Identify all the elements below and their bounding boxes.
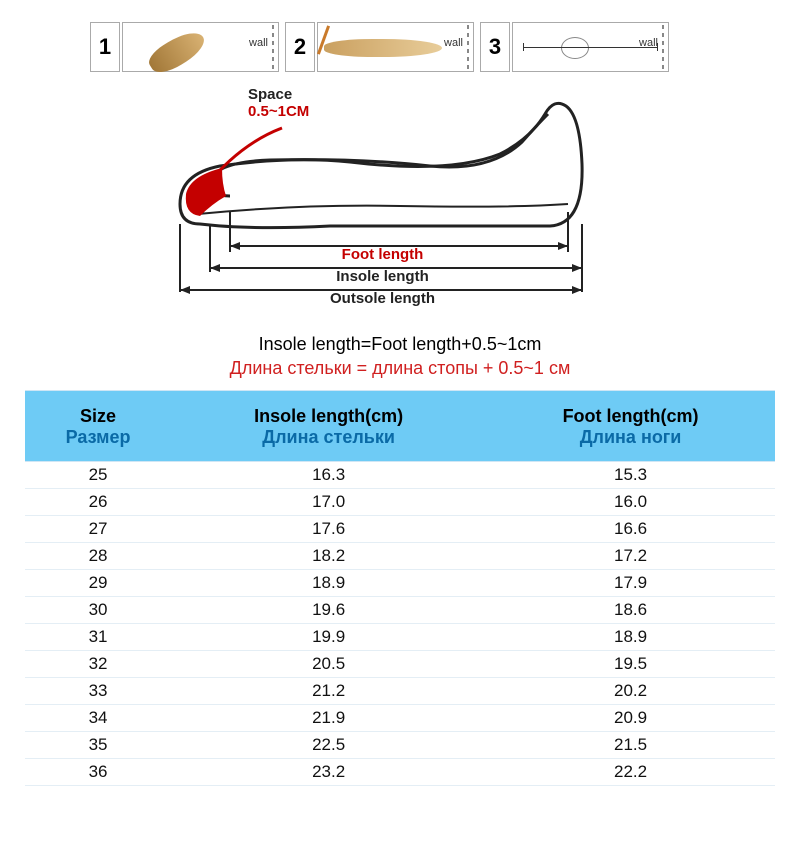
wall-label: wall <box>249 37 268 49</box>
size-table: Size Размер Insole length(cm) Длина стел… <box>25 390 775 786</box>
col-size: Size Размер <box>25 391 171 462</box>
insole-length-label: Insole length <box>330 266 435 288</box>
step-3-drawing: wall <box>512 22 669 72</box>
col-en: Foot length(cm) <box>490 406 771 427</box>
table-cell: 19.5 <box>486 651 775 678</box>
table-cell: 16.6 <box>486 516 775 543</box>
size-chart-page: 1 wall 2 wall 3 wall <box>0 0 800 786</box>
shoe-diagram: Space 0.5~1CM <box>150 84 650 314</box>
table-cell: 31 <box>25 624 171 651</box>
table-row: 3522.521.5 <box>25 732 775 759</box>
measure-labels: Foot length Insole length Outsole length <box>330 244 435 310</box>
table-cell: 21.5 <box>486 732 775 759</box>
table-row: 2617.016.0 <box>25 489 775 516</box>
col-en: Size <box>29 406 167 427</box>
table-row: 2918.917.9 <box>25 570 775 597</box>
wall-line-icon <box>467 25 469 69</box>
table-cell: 26 <box>25 489 171 516</box>
table-cell: 17.9 <box>486 570 775 597</box>
table-cell: 16.3 <box>171 462 486 489</box>
formula-en: Insole length=Foot length+0.5~1cm <box>0 332 800 356</box>
table-cell: 15.3 <box>486 462 775 489</box>
foot-oval-icon <box>561 37 589 59</box>
step-1: 1 wall <box>90 22 279 72</box>
step-number: 3 <box>480 22 510 72</box>
table-row: 2717.616.6 <box>25 516 775 543</box>
table-cell: 32 <box>25 651 171 678</box>
table-header-row: Size Размер Insole length(cm) Длина стел… <box>25 391 775 462</box>
table-cell: 34 <box>25 705 171 732</box>
table-cell: 23.2 <box>171 759 486 786</box>
table-cell: 16.0 <box>486 489 775 516</box>
table-cell: 17.0 <box>171 489 486 516</box>
wall-line-icon <box>272 25 274 69</box>
table-cell: 19.9 <box>171 624 486 651</box>
table-body: 2516.315.32617.016.02717.616.62818.217.2… <box>25 462 775 786</box>
table-row: 2516.315.3 <box>25 462 775 489</box>
table-row: 3119.918.9 <box>25 624 775 651</box>
formula-ru: Длина стельки = длина стопы + 0.5~1 см <box>0 356 800 380</box>
wall-line-icon <box>662 25 664 69</box>
foot-length-label: Foot length <box>330 244 435 266</box>
table-cell: 21.2 <box>171 678 486 705</box>
ruler-line-icon <box>523 47 658 48</box>
table-cell: 22.5 <box>171 732 486 759</box>
col-insole: Insole length(cm) Длина стельки <box>171 391 486 462</box>
table-cell: 36 <box>25 759 171 786</box>
table-cell: 20.9 <box>486 705 775 732</box>
step-number: 2 <box>285 22 315 72</box>
measurement-steps: 1 wall 2 wall 3 wall <box>0 0 800 72</box>
ruler-tick-icon <box>523 43 524 51</box>
table-cell: 19.6 <box>171 597 486 624</box>
table-cell: 17.2 <box>486 543 775 570</box>
col-en: Insole length(cm) <box>175 406 482 427</box>
wall-label: wall <box>444 37 463 49</box>
table-cell: 18.9 <box>486 624 775 651</box>
col-ru: Длина ноги <box>490 427 771 448</box>
table-cell: 29 <box>25 570 171 597</box>
table-cell: 28 <box>25 543 171 570</box>
col-ru: Размер <box>29 427 167 448</box>
table-row: 3623.222.2 <box>25 759 775 786</box>
table-cell: 21.9 <box>171 705 486 732</box>
formula: Insole length=Foot length+0.5~1cm Длина … <box>0 332 800 380</box>
table-row: 2818.217.2 <box>25 543 775 570</box>
table-cell: 30 <box>25 597 171 624</box>
step-2: 2 wall <box>285 22 474 72</box>
step-1-drawing: wall <box>122 22 279 72</box>
table-cell: 22.2 <box>486 759 775 786</box>
col-foot: Foot length(cm) Длина ноги <box>486 391 775 462</box>
outsole-length-label: Outsole length <box>330 288 435 310</box>
step-number: 1 <box>90 22 120 72</box>
table-row: 3019.618.6 <box>25 597 775 624</box>
table-cell: 18.2 <box>171 543 486 570</box>
table-row: 3321.220.2 <box>25 678 775 705</box>
table-cell: 20.2 <box>486 678 775 705</box>
table-cell: 18.9 <box>171 570 486 597</box>
step-2-drawing: wall <box>317 22 474 72</box>
table-cell: 20.5 <box>171 651 486 678</box>
col-ru: Длина стельки <box>175 427 482 448</box>
table-cell: 25 <box>25 462 171 489</box>
foot-icon <box>324 39 442 57</box>
table-cell: 33 <box>25 678 171 705</box>
table-row: 3220.519.5 <box>25 651 775 678</box>
table-cell: 18.6 <box>486 597 775 624</box>
table-cell: 27 <box>25 516 171 543</box>
table-cell: 35 <box>25 732 171 759</box>
wall-label: wall <box>639 37 658 49</box>
table-row: 3421.920.9 <box>25 705 775 732</box>
table-cell: 17.6 <box>171 516 486 543</box>
foot-icon <box>145 25 210 79</box>
step-3: 3 wall <box>480 22 669 72</box>
